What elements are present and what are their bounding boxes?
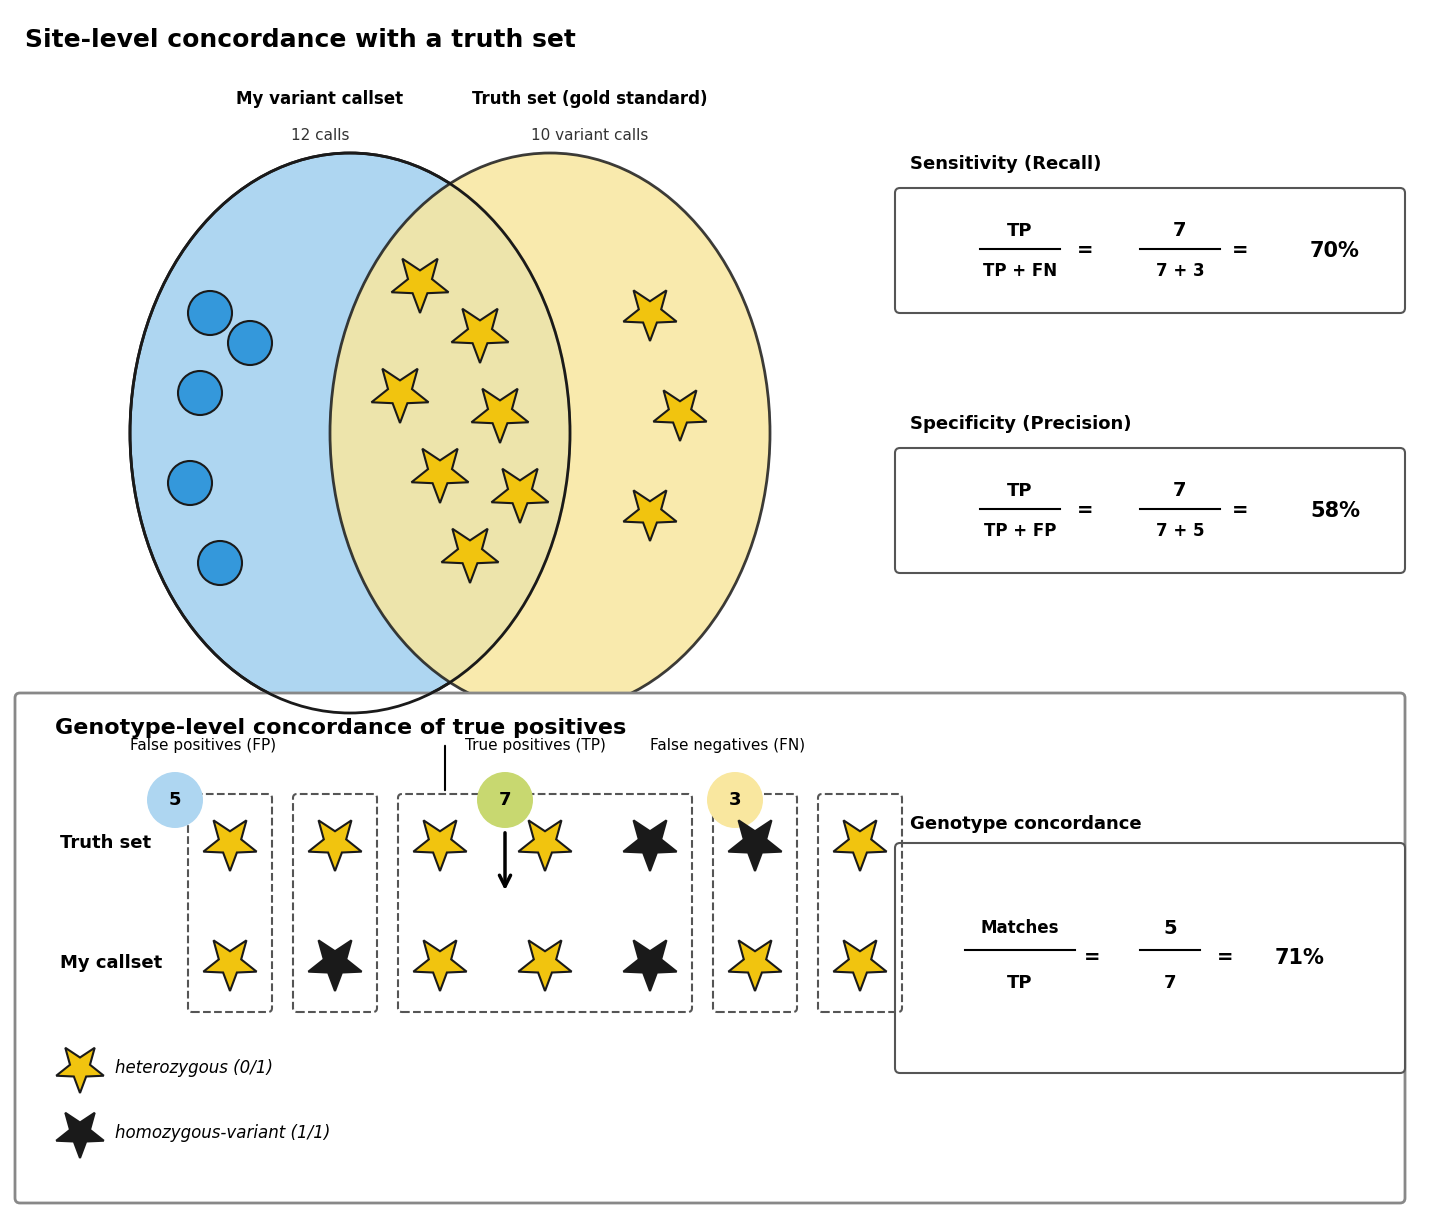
Text: TP + FP: TP + FP <box>984 522 1056 540</box>
Text: =: = <box>1084 949 1100 968</box>
Polygon shape <box>834 820 887 871</box>
Polygon shape <box>413 820 467 871</box>
Text: =: = <box>1077 241 1093 260</box>
Text: 7 + 3: 7 + 3 <box>1156 262 1204 279</box>
Text: Sensitivity (Recall): Sensitivity (Recall) <box>910 155 1102 173</box>
Polygon shape <box>412 449 468 503</box>
Polygon shape <box>56 1048 104 1093</box>
FancyBboxPatch shape <box>896 448 1405 573</box>
Ellipse shape <box>130 153 570 713</box>
Text: My variant callset: My variant callset <box>236 90 403 108</box>
Polygon shape <box>729 820 782 871</box>
Text: 7 + 5: 7 + 5 <box>1156 522 1204 540</box>
Polygon shape <box>624 490 677 541</box>
Text: 70%: 70% <box>1310 240 1359 261</box>
Polygon shape <box>442 529 498 583</box>
Text: 5: 5 <box>168 791 181 809</box>
Text: 7: 7 <box>498 791 511 809</box>
Polygon shape <box>56 1112 104 1158</box>
Circle shape <box>228 321 272 365</box>
Text: Site-level concordance with a truth set: Site-level concordance with a truth set <box>24 28 576 52</box>
Text: 58%: 58% <box>1310 501 1359 520</box>
Polygon shape <box>471 388 528 443</box>
Text: False negatives (FN): False negatives (FN) <box>649 738 805 753</box>
Text: homozygous-variant (1/1): homozygous-variant (1/1) <box>115 1124 330 1141</box>
Polygon shape <box>834 940 887 991</box>
Circle shape <box>707 771 763 828</box>
Circle shape <box>147 771 203 828</box>
Polygon shape <box>452 309 508 363</box>
Text: 12 calls: 12 calls <box>291 129 350 143</box>
Text: 7: 7 <box>1174 221 1187 240</box>
Polygon shape <box>308 820 361 871</box>
Polygon shape <box>392 258 448 313</box>
Polygon shape <box>518 940 572 991</box>
FancyBboxPatch shape <box>14 693 1405 1203</box>
Text: heterozygous (0/1): heterozygous (0/1) <box>115 1059 274 1077</box>
Text: Genotype-level concordance of true positives: Genotype-level concordance of true posit… <box>55 718 626 738</box>
Polygon shape <box>413 940 467 991</box>
Polygon shape <box>372 369 429 423</box>
Polygon shape <box>203 820 256 871</box>
Text: =: = <box>1217 949 1233 968</box>
Polygon shape <box>624 940 677 991</box>
Text: Truth set: Truth set <box>60 835 151 852</box>
Text: TP: TP <box>1007 482 1032 500</box>
Polygon shape <box>518 820 572 871</box>
Polygon shape <box>491 468 549 523</box>
Circle shape <box>477 771 533 828</box>
Polygon shape <box>203 940 256 991</box>
Text: Genotype concordance: Genotype concordance <box>910 815 1142 833</box>
FancyBboxPatch shape <box>896 188 1405 313</box>
Text: TP: TP <box>1007 222 1032 239</box>
Text: =: = <box>1231 501 1248 520</box>
Text: 7: 7 <box>1164 974 1176 992</box>
Text: 71%: 71% <box>1274 949 1325 968</box>
Polygon shape <box>654 391 707 442</box>
Text: 3: 3 <box>729 791 742 809</box>
Ellipse shape <box>330 153 770 713</box>
Polygon shape <box>624 820 677 871</box>
Text: =: = <box>1231 241 1248 260</box>
Text: TP + FN: TP + FN <box>984 262 1057 279</box>
Text: Matches: Matches <box>981 919 1060 936</box>
Circle shape <box>179 371 222 415</box>
Polygon shape <box>729 940 782 991</box>
Text: 5: 5 <box>1164 918 1176 938</box>
Text: True positives (TP): True positives (TP) <box>465 738 606 753</box>
Text: Specificity (Precision): Specificity (Precision) <box>910 415 1132 433</box>
Text: False positives (FP): False positives (FP) <box>130 738 276 753</box>
Text: My callset: My callset <box>60 953 163 972</box>
Text: Truth set (gold standard): Truth set (gold standard) <box>472 90 707 108</box>
FancyBboxPatch shape <box>896 843 1405 1074</box>
Polygon shape <box>624 290 677 341</box>
Text: 10 variant calls: 10 variant calls <box>531 129 648 143</box>
Circle shape <box>168 461 212 505</box>
Text: TP: TP <box>1007 974 1032 992</box>
Text: =: = <box>1077 501 1093 520</box>
Text: 7: 7 <box>1174 482 1187 500</box>
Circle shape <box>199 541 242 585</box>
Polygon shape <box>308 940 361 991</box>
Circle shape <box>189 291 232 335</box>
